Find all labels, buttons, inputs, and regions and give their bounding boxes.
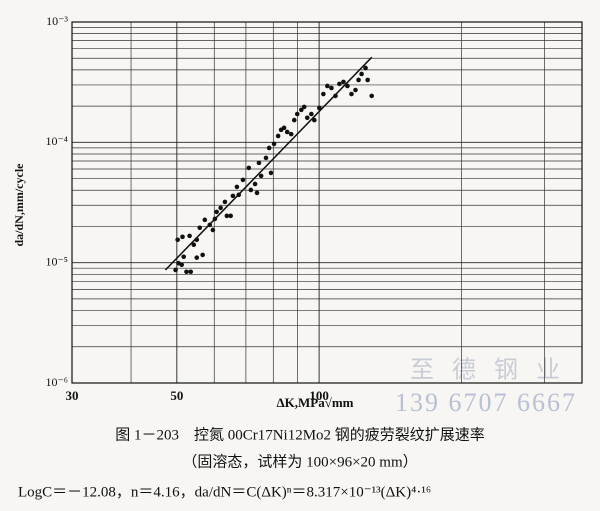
point bbox=[263, 155, 269, 161]
point bbox=[363, 65, 368, 71]
point bbox=[210, 227, 216, 233]
caption: 图 1－203 控氮 00Cr17Ni12Mo2 钢的疲劳裂纹扩展速率 bbox=[115, 426, 485, 443]
point bbox=[301, 104, 307, 110]
point bbox=[325, 83, 330, 89]
point bbox=[191, 242, 197, 248]
caption: （固溶态，试样为 100×96×20 mm） bbox=[182, 453, 417, 470]
point bbox=[312, 117, 317, 123]
point bbox=[181, 254, 187, 260]
y-tick-label: 10⁻⁶ bbox=[45, 375, 68, 389]
point bbox=[252, 181, 258, 187]
point bbox=[240, 177, 246, 183]
point bbox=[294, 111, 300, 117]
point bbox=[337, 81, 342, 87]
point bbox=[194, 255, 200, 260]
point bbox=[254, 190, 260, 196]
point bbox=[222, 199, 228, 205]
point bbox=[281, 125, 287, 131]
point bbox=[284, 129, 290, 135]
point bbox=[200, 252, 205, 258]
point bbox=[369, 93, 374, 99]
point bbox=[248, 187, 254, 193]
point bbox=[309, 111, 314, 117]
point bbox=[258, 173, 264, 179]
point bbox=[268, 170, 274, 176]
point bbox=[188, 269, 194, 275]
point bbox=[349, 91, 354, 97]
point bbox=[197, 225, 203, 231]
point bbox=[333, 93, 338, 99]
point bbox=[356, 77, 361, 83]
point bbox=[275, 133, 281, 139]
point bbox=[234, 184, 240, 190]
point bbox=[341, 79, 346, 85]
y-tick-label: 10⁻⁴ bbox=[45, 134, 68, 148]
point bbox=[184, 269, 189, 275]
x-tick-label: 50 bbox=[170, 388, 183, 403]
point bbox=[214, 209, 219, 215]
fit-line bbox=[164, 56, 373, 271]
watermark: 至 德 钢 业 bbox=[410, 357, 566, 384]
x-tick-label: 100 bbox=[309, 388, 329, 403]
point bbox=[224, 213, 230, 219]
point bbox=[228, 213, 233, 219]
point bbox=[187, 233, 192, 239]
y-tick-label: 10⁻³ bbox=[46, 14, 68, 28]
caption: LogC＝－12.08，n＝4.16，da/dN＝C(ΔK)ⁿ＝8.317×10… bbox=[18, 484, 431, 500]
point bbox=[291, 117, 297, 123]
watermark: 139 6707 6667 bbox=[395, 388, 577, 417]
y-tick-label: 10⁻⁵ bbox=[45, 254, 68, 268]
point bbox=[180, 234, 185, 240]
point bbox=[218, 205, 223, 211]
y-axis-label: da/dN,mm/cycle bbox=[12, 163, 26, 247]
point bbox=[230, 193, 236, 199]
point bbox=[329, 85, 334, 91]
point bbox=[353, 87, 358, 93]
point bbox=[173, 267, 178, 273]
point bbox=[179, 262, 185, 268]
point bbox=[359, 71, 364, 77]
point bbox=[304, 115, 310, 121]
point bbox=[271, 141, 277, 147]
point bbox=[365, 77, 370, 83]
point bbox=[266, 145, 272, 151]
point bbox=[202, 217, 208, 223]
plot-frame bbox=[71, 21, 583, 384]
point bbox=[175, 237, 180, 243]
point bbox=[256, 160, 262, 166]
x-axis-label: ΔK,MPa√mm bbox=[276, 395, 353, 410]
point bbox=[299, 107, 304, 113]
point bbox=[345, 83, 350, 89]
point bbox=[321, 91, 326, 97]
point bbox=[246, 165, 252, 171]
x-tick-label: 30 bbox=[66, 388, 79, 403]
point bbox=[288, 131, 294, 137]
